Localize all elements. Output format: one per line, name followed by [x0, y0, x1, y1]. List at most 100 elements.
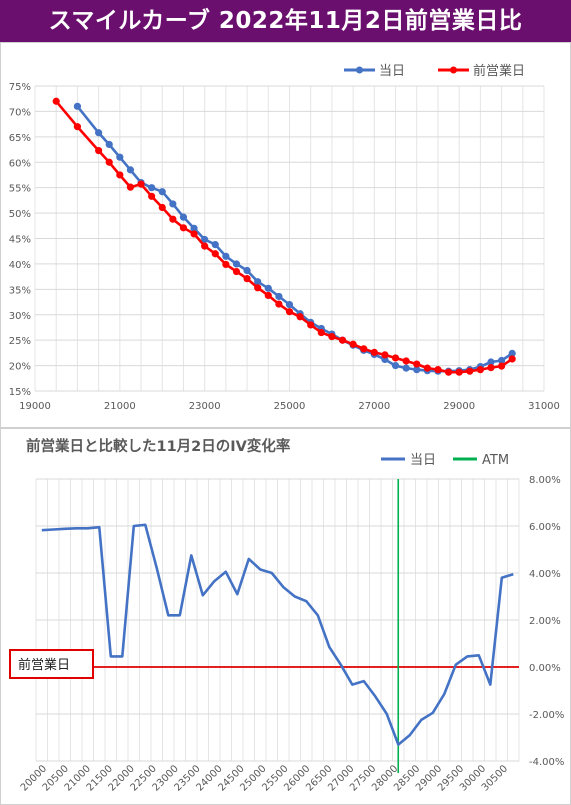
y-tick-label: 30% — [9, 311, 31, 322]
data-point-prev-day — [95, 146, 103, 155]
y-tick-label: 8.00% — [529, 475, 561, 486]
data-point-today — [508, 349, 516, 357]
y-tick-label: 55% — [9, 184, 31, 195]
data-point-prev-day — [73, 123, 82, 131]
data-point-prev-day — [349, 340, 357, 348]
y-tick-label: 2.00% — [529, 616, 561, 627]
data-point-today — [497, 356, 506, 365]
legend-label-prev-day: 前営業日 — [473, 63, 525, 79]
data-point-prev-day — [275, 300, 283, 308]
data-point-prev-day — [201, 242, 209, 250]
baseline-label-box — [9, 649, 94, 679]
legend-label-atm: ATM — [482, 453, 509, 468]
y-tick-label: 70% — [9, 107, 31, 118]
data-point-today — [254, 278, 262, 286]
data-point-today — [73, 102, 82, 110]
data-point-prev-day — [126, 183, 135, 191]
baseline-label: 前営業日 — [18, 657, 70, 673]
data-point-today — [179, 213, 188, 221]
series-line-prev-day — [55, 100, 513, 374]
data-point-today — [126, 166, 135, 174]
data-point-today — [201, 235, 209, 244]
banner-title: スマイルカーブ 2022年11月2日前営業日比 — [0, 0, 571, 42]
y-tick-label: 50% — [9, 209, 31, 220]
data-point-today — [116, 153, 124, 161]
iv-change-chart: 前営業日と比較した11月2日のIV変化率 8.00% 6.00% 4.00% 2.00… — [9, 437, 564, 794]
data-point-today — [487, 358, 495, 366]
data-point-today — [275, 292, 283, 301]
data-point-prev-day — [455, 368, 463, 376]
data-point-today — [148, 184, 156, 192]
smile-curve-legend: 当日 前営業日 — [344, 63, 525, 79]
data-point-today — [190, 224, 198, 232]
data-point-prev-day — [116, 171, 124, 179]
legend-label-today: 当日 — [410, 453, 436, 468]
data-point-prev-day — [190, 230, 198, 238]
data-point-prev-day — [169, 215, 177, 223]
data-point-prev-day — [232, 267, 241, 276]
y-tick-label: 20% — [9, 362, 31, 373]
y-tick-label: 6.00% — [529, 522, 561, 533]
data-point-prev-day — [52, 97, 60, 105]
data-point-prev-day — [254, 284, 262, 292]
y-tick-label: 40% — [9, 260, 31, 271]
data-point-today — [232, 260, 241, 268]
data-point-prev-day — [148, 192, 156, 200]
y-tick-label: 0.00% — [529, 663, 561, 674]
data-point-today — [169, 200, 177, 208]
y-tick-label: 15% — [9, 387, 31, 398]
data-point-prev-day — [328, 333, 336, 341]
data-point-today — [105, 140, 113, 149]
data-point-today — [243, 266, 251, 275]
data-point-prev-day — [476, 366, 484, 374]
y-tick-label: 4.00% — [529, 569, 561, 580]
smile-curve-chart: 15%20%25%30%35%40%45%50%55%60%65%70%75% … — [9, 63, 560, 412]
data-point-today — [285, 300, 294, 309]
data-point-prev-day — [338, 336, 347, 344]
y-tick-label: -2.00% — [529, 710, 564, 721]
data-point-today — [264, 284, 272, 292]
data-point-prev-day — [497, 362, 506, 370]
x-tick-label: 31000 — [528, 401, 560, 412]
data-point-prev-day — [360, 345, 368, 353]
data-point-prev-day — [307, 321, 315, 329]
y-tick-label: 45% — [9, 235, 31, 246]
data-point-prev-day — [434, 366, 442, 374]
iv-change-chart-title: 前営業日と比較した11月2日のIV変化率 — [26, 437, 291, 455]
data-point-prev-day — [487, 364, 495, 372]
data-point-prev-day — [466, 367, 474, 375]
data-point-prev-day — [391, 354, 400, 362]
y-tick-label: 65% — [9, 133, 31, 144]
data-point-today — [95, 129, 103, 137]
data-point-prev-day — [179, 224, 188, 232]
y-tick-label: 25% — [9, 336, 31, 347]
data-point-prev-day — [444, 368, 453, 376]
data-point-today — [402, 364, 410, 372]
x-tick-label: 25000 — [274, 401, 306, 412]
iv-change-legend: 当日 ATM — [381, 453, 509, 468]
data-point-prev-day — [413, 360, 421, 368]
data-point-prev-day — [317, 328, 325, 337]
data-point-prev-day — [423, 364, 431, 372]
data-point-today — [222, 252, 230, 260]
y-tick-label: 60% — [9, 158, 31, 169]
legend-label-today: 当日 — [379, 64, 405, 79]
x-tick-label: 19000 — [19, 401, 51, 412]
y-tick-label: -4.00% — [529, 757, 564, 768]
data-point-prev-day — [264, 291, 272, 300]
data-point-prev-day — [285, 308, 294, 316]
data-point-prev-day — [296, 313, 304, 321]
data-point-today — [211, 241, 219, 249]
data-point-today — [391, 361, 400, 370]
x-tick-label: 27000 — [358, 401, 390, 412]
data-point-prev-day — [211, 250, 219, 258]
data-point-prev-day — [158, 203, 166, 212]
data-point-prev-day — [381, 351, 389, 359]
data-point-prev-day — [137, 180, 145, 188]
x-tick-label: 21000 — [104, 401, 136, 412]
x-tick-label: 23000 — [189, 401, 221, 412]
data-point-prev-day — [243, 275, 251, 283]
series-line-today — [41, 523, 514, 746]
data-point-today — [158, 188, 166, 196]
y-tick-label: 35% — [9, 285, 31, 296]
